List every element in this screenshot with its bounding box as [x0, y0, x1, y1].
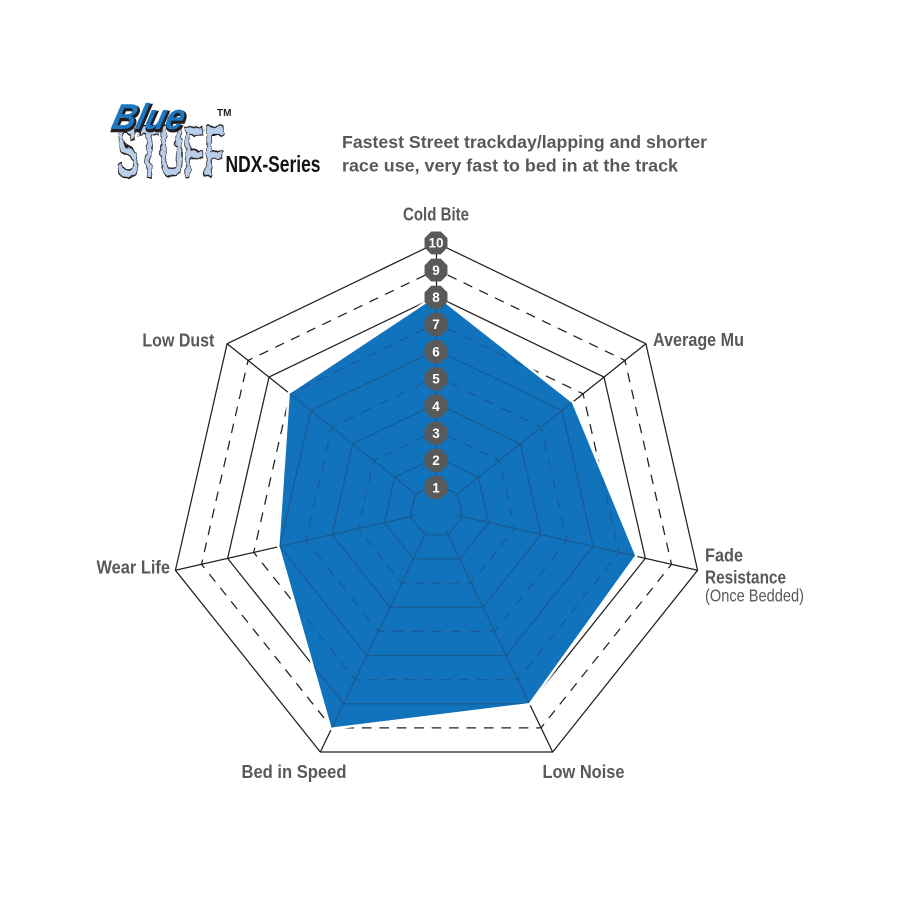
svg-text:race use, very fast to bed in: race use, very fast to bed in at the tra… — [342, 155, 678, 175]
svg-text:Low Noise: Low Noise — [543, 762, 625, 782]
svg-text:Fade: Fade — [705, 546, 743, 566]
svg-text:TM: TM — [217, 108, 231, 119]
svg-text:4: 4 — [432, 399, 440, 414]
svg-text:Blue: Blue — [109, 99, 191, 139]
svg-text:7: 7 — [432, 317, 440, 332]
svg-text:Wear Life: Wear Life — [97, 558, 171, 578]
svg-text:STUFF: STUFF — [115, 111, 223, 192]
svg-text:Average Mu: Average Mu — [653, 330, 744, 350]
svg-text:Blue: Blue — [108, 97, 190, 137]
svg-text:Low Dust: Low Dust — [142, 331, 214, 351]
svg-text:2: 2 — [432, 453, 440, 468]
svg-text:NDX-Series: NDX-Series — [226, 151, 321, 177]
svg-text:5: 5 — [432, 372, 440, 387]
svg-text:1: 1 — [432, 480, 440, 495]
svg-text:10: 10 — [428, 236, 443, 251]
svg-text:3: 3 — [432, 426, 440, 441]
svg-text:Bed in Speed: Bed in Speed — [242, 762, 347, 782]
svg-text:9: 9 — [432, 263, 440, 278]
svg-text:8: 8 — [432, 290, 440, 305]
svg-text:Fastest Street trackday/lappin: Fastest Street trackday/lapping and shor… — [342, 132, 707, 152]
svg-text:(Once Bedded): (Once Bedded) — [705, 586, 804, 606]
svg-text:Resistance: Resistance — [705, 568, 786, 588]
svg-text:Cold Bite: Cold Bite — [403, 205, 469, 225]
svg-text:6: 6 — [432, 344, 440, 359]
